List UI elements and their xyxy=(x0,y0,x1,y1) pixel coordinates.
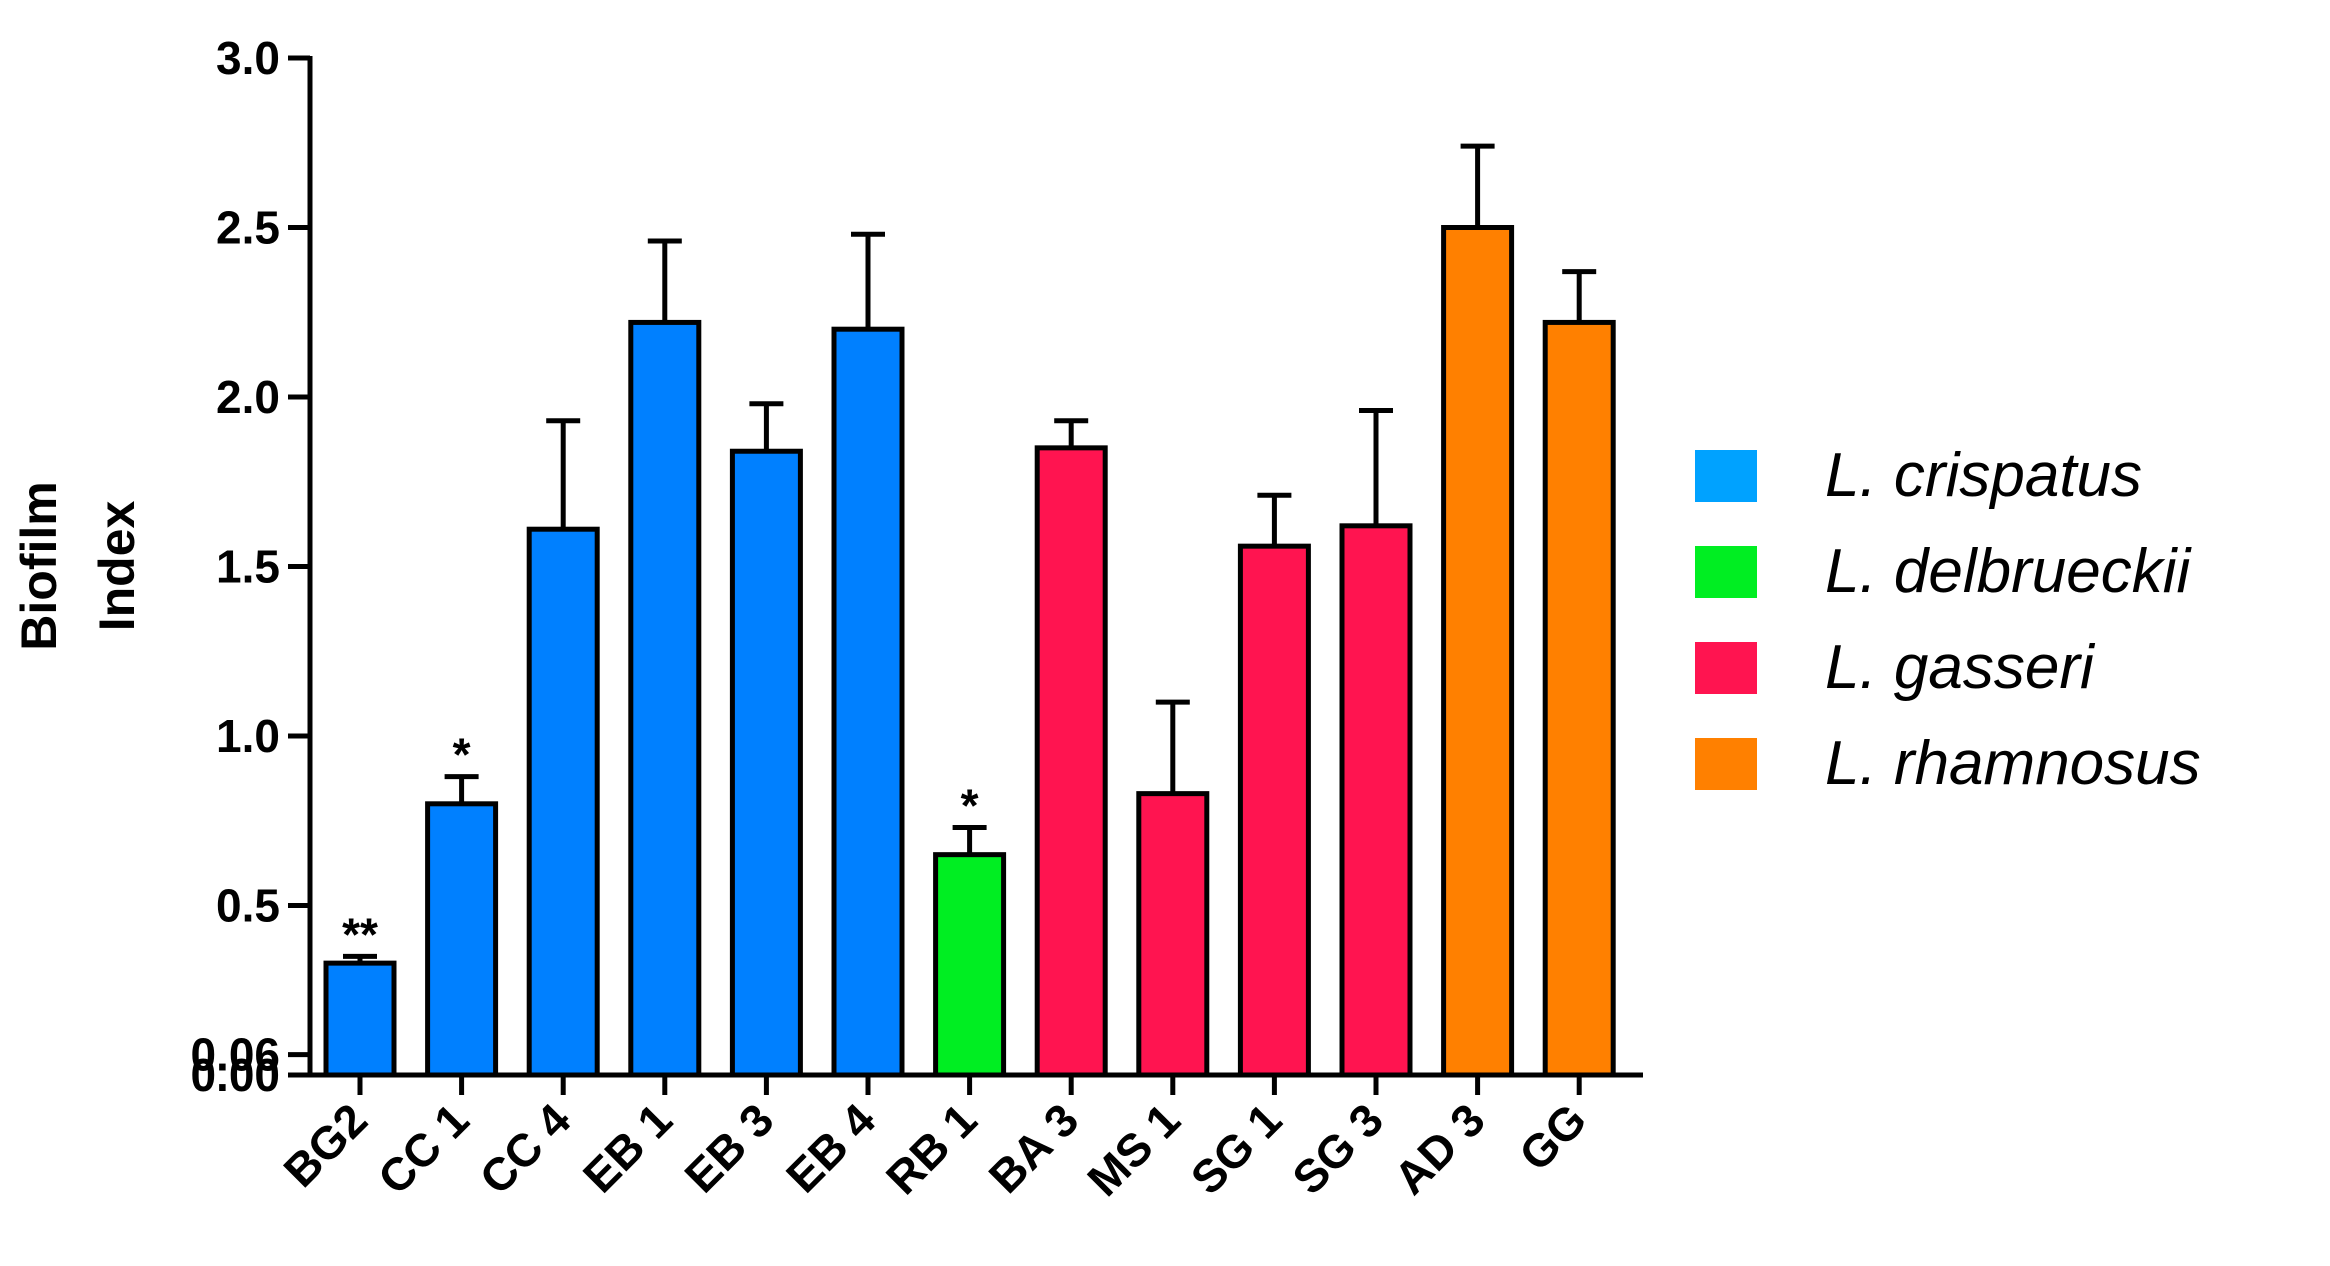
x-tick-label: BA 3 xyxy=(979,1093,1089,1203)
y-tick-label: 0.00 xyxy=(190,1049,280,1101)
legend-label: L. delbrueckii xyxy=(1825,537,2193,606)
bar xyxy=(1136,791,1210,1078)
legend-swatch xyxy=(1695,546,1757,598)
y-tick-label: 1.5 xyxy=(216,541,280,593)
legend-swatch xyxy=(1695,738,1757,790)
y-axis-title-line: Biofilm xyxy=(11,481,67,650)
y-tick-label: 3.0 xyxy=(216,32,280,84)
y-tick-label: 0.06 xyxy=(190,1029,280,1081)
bar xyxy=(628,319,702,1078)
x-tick-label: EB 4 xyxy=(776,1093,885,1202)
legend-swatch xyxy=(1695,450,1757,502)
legend: L. crispatus L. delbrueckii L. gasseri L. r… xyxy=(1695,441,2201,798)
x-tick-label: SG 3 xyxy=(1282,1093,1393,1204)
bar xyxy=(1237,543,1311,1078)
bar xyxy=(1034,445,1108,1078)
x-tick-label: AD 3 xyxy=(1384,1093,1495,1204)
bar xyxy=(526,526,600,1078)
y-tick-label: 2.5 xyxy=(216,202,280,254)
x-tick-label: SG 1 xyxy=(1181,1093,1292,1204)
x-tick-label: GG xyxy=(1509,1093,1596,1180)
significance-marker: ** xyxy=(342,908,378,960)
bar xyxy=(933,852,1007,1078)
x-tick-label: EB 3 xyxy=(674,1093,783,1202)
bar xyxy=(425,801,499,1078)
y-axis-title-line: Index xyxy=(89,501,145,632)
y-tick-label: 2.0 xyxy=(216,371,280,423)
bar xyxy=(1339,523,1413,1078)
significance-marker: * xyxy=(453,729,471,781)
x-tick-label: EB 1 xyxy=(573,1093,682,1202)
x-tick-label: CC 1 xyxy=(368,1093,479,1204)
x-tick-label: CC 4 xyxy=(469,1093,580,1204)
bar xyxy=(729,448,803,1078)
legend-swatch xyxy=(1695,642,1757,694)
x-tick-label: BG2 xyxy=(273,1093,377,1197)
bar xyxy=(323,960,397,1078)
bar xyxy=(1542,319,1616,1078)
y-tick-label: 1.0 xyxy=(216,710,280,762)
x-tick-label: MS 1 xyxy=(1077,1093,1190,1206)
bar xyxy=(831,326,905,1078)
y-axis: 0.000.06 0.5 1.0 1.5 2.0 2.5 3.0 xyxy=(190,32,313,1101)
y-tick-label: 0.5 xyxy=(216,880,280,932)
legend-label: L. crispatus xyxy=(1825,441,2142,510)
bar xyxy=(1441,225,1515,1078)
legend-label: L. rhamnosus xyxy=(1825,729,2201,798)
bars: **** xyxy=(323,143,1616,1078)
legend-label: L. gasseri xyxy=(1825,633,2096,702)
significance-marker: * xyxy=(961,780,979,832)
y-axis-title: Biofilm Index xyxy=(11,481,145,650)
x-tick-label: RB 1 xyxy=(876,1093,987,1204)
